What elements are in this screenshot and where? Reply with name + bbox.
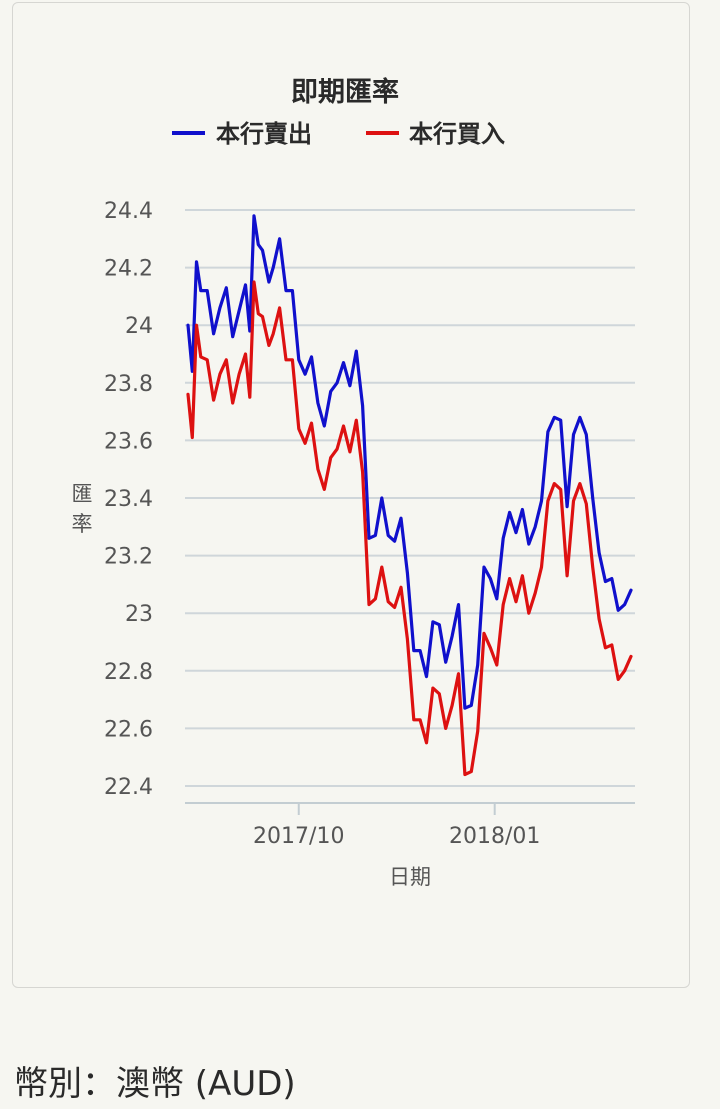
currency-label: 幣別: [14, 1064, 82, 1104]
exchange-rate-chart: 即期匯率 本行賣出 本行買入 24.4 24.2 24 23.8 23.6 23.4 23.2…: [72, 76, 635, 889]
y-tick-label: 23.8: [104, 372, 153, 397]
y-tick-label: 23.2: [104, 545, 153, 570]
series-line-sell: [186, 214, 633, 710]
currency-value: 澳幣 (AUD): [116, 1064, 296, 1104]
y-tick-label: 24.2: [104, 257, 153, 282]
y-tick-label: 24.4: [104, 199, 153, 224]
chart-title: 即期匯率: [291, 76, 399, 108]
y-axis-ticks: 24.4 24.2 24 23.8 23.6 23.4 23.2 23 22.8 22.6 22.4: [104, 199, 153, 800]
y-tick-label: 23.6: [104, 429, 153, 454]
series-lines: [186, 214, 633, 777]
x-tick-label: 2018/01: [449, 824, 540, 849]
legend-label: 本行賣出: [216, 120, 312, 148]
y-tick-label: 22.6: [104, 717, 153, 742]
legend: 本行賣出 本行買入: [172, 120, 505, 148]
y-tick-label: 22.8: [104, 660, 153, 685]
series-line-buy: [186, 280, 633, 777]
y-axis-label-char: 匯: [72, 482, 93, 506]
y-tick-label: 23: [125, 602, 153, 627]
y-tick-label: 23.4: [104, 487, 153, 512]
y-axis-label-char: 率: [72, 512, 93, 536]
legend-label: 本行買入: [409, 120, 505, 148]
y-tick-label: 24: [125, 314, 153, 339]
x-axis-label: 日期: [389, 865, 431, 889]
x-tick-label: 2017/10: [253, 824, 344, 849]
currency-separator: ：: [82, 1064, 116, 1104]
y-axis-label: 匯率: [72, 482, 93, 536]
y-tick-label: 22.4: [104, 775, 153, 800]
currency-footer: 幣別：澳幣 (AUD): [14, 1056, 296, 1105]
x-axis: 2017/10 2018/01: [185, 802, 635, 849]
